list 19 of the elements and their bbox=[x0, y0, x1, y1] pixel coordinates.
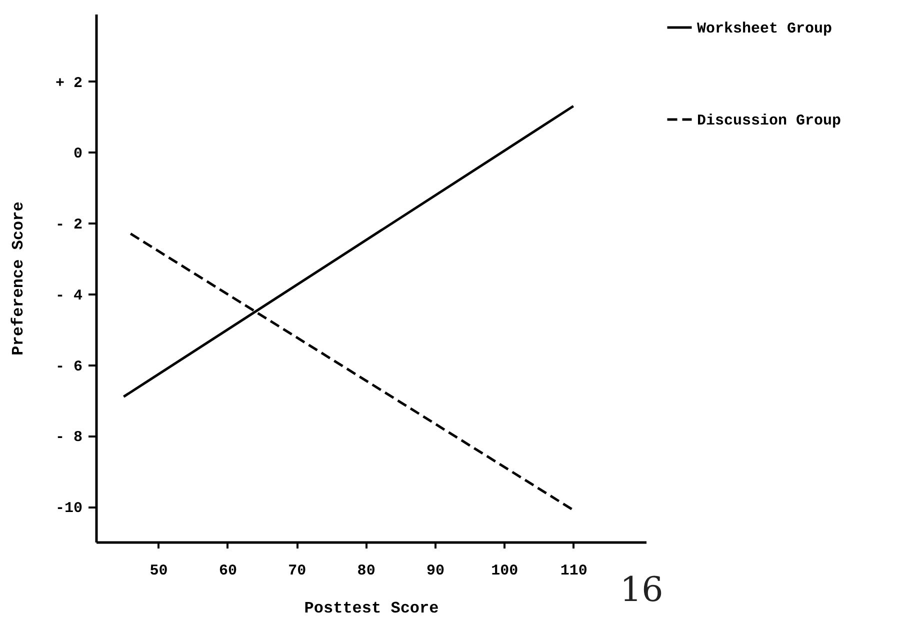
legend-label: Discussion Group bbox=[697, 112, 842, 130]
y-tick-label: - 4 bbox=[55, 287, 82, 304]
y-tick-label: - 2 bbox=[55, 216, 82, 234]
x-tick-label: 110 bbox=[560, 562, 588, 580]
y-tick-label: 0 bbox=[73, 146, 82, 163]
y-tick-label: - 6 bbox=[55, 358, 82, 376]
x-tick-label: 100 bbox=[491, 562, 518, 580]
x-tick-label: 70 bbox=[288, 562, 306, 580]
x-tick-label: 90 bbox=[426, 562, 444, 580]
text: 16 bbox=[620, 570, 664, 610]
x-tick-label: 80 bbox=[357, 562, 376, 580]
y-tick-label: - 8 bbox=[55, 429, 82, 446]
y-axis-title: Preference Score bbox=[9, 202, 28, 356]
x-tick-label: 50 bbox=[150, 562, 168, 580]
y-tick-label: -10 bbox=[55, 500, 82, 518]
y-tick-label: + 2 bbox=[55, 74, 82, 92]
legend-label: Worksheet Group bbox=[697, 20, 832, 38]
x-axis-title: Posttest Score bbox=[304, 600, 439, 618]
x-tick-label: 60 bbox=[218, 562, 237, 580]
